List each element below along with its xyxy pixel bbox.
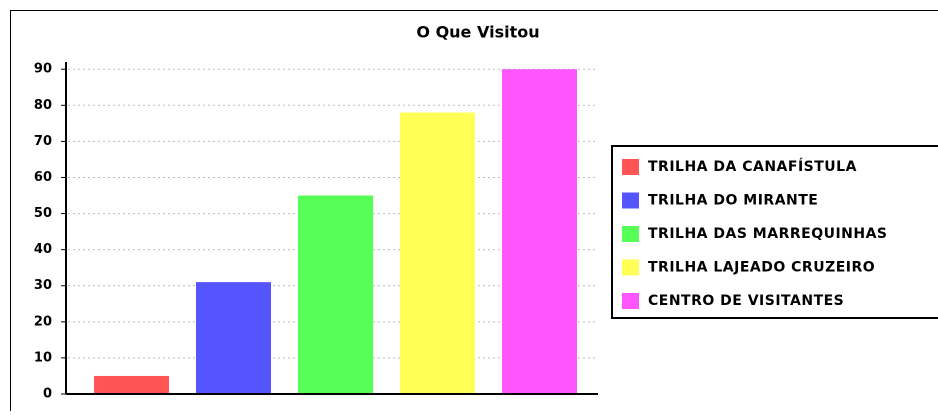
y-tick-label: 40 (34, 242, 52, 257)
y-tick-label: 90 (34, 62, 52, 77)
legend-label: TRILHA DO MIRANTE (648, 193, 818, 209)
legend-swatch (622, 293, 639, 309)
y-tick-label: 80 (34, 98, 52, 113)
y-tick-label: 30 (34, 278, 52, 293)
bar (94, 376, 169, 394)
chart-title: O Que Visitou (416, 23, 539, 42)
bar (298, 196, 373, 394)
bar (196, 282, 271, 394)
y-tick-label: 50 (34, 206, 52, 221)
y-tick-label: 60 (34, 170, 52, 185)
legend-swatch (622, 193, 639, 209)
bar (502, 69, 577, 394)
legend-swatch (622, 226, 639, 242)
y-tick-label: 20 (34, 314, 52, 329)
legend-label: TRILHA LAJEADO CRUZEIRO (648, 260, 875, 276)
legend-swatch (622, 159, 639, 175)
legend-label: TRILHA DA CANAFÍSTULA (648, 158, 857, 175)
legend-label: TRILHA DAS MARREQUINHAS (648, 226, 888, 242)
y-tick-label: 10 (34, 350, 52, 365)
bar (400, 113, 475, 394)
y-tick-label: 0 (43, 387, 52, 402)
legend-swatch (622, 260, 639, 276)
legend-label: CENTRO DE VISITANTES (648, 293, 844, 309)
y-tick-label: 70 (34, 134, 52, 149)
